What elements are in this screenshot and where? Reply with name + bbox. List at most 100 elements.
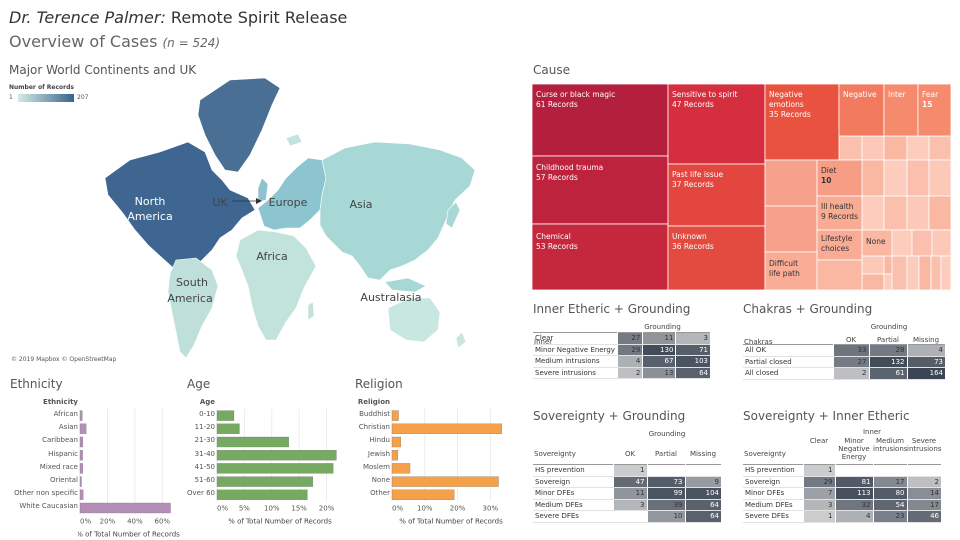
table-cell[interactable]: 4 <box>616 355 643 368</box>
australia-region[interactable] <box>387 297 441 343</box>
treemap-tile[interactable] <box>918 255 932 290</box>
north-america-region[interactable] <box>104 141 256 273</box>
table-cell[interactable]: 1 <box>612 464 647 477</box>
bar[interactable] <box>391 410 399 421</box>
table-cell[interactable]: 3 <box>675 332 710 345</box>
table-cell[interactable]: 1 <box>802 464 835 477</box>
table-cell[interactable]: 104 <box>684 487 721 500</box>
treemap-tile[interactable] <box>906 255 920 290</box>
bar[interactable] <box>79 423 87 434</box>
table-cell[interactable]: 17 <box>906 499 941 511</box>
tile-misc-c[interactable] <box>816 259 863 290</box>
tile-ill-health[interactable] <box>816 195 863 231</box>
bar[interactable] <box>216 476 314 487</box>
tile-negative-emotions[interactable] <box>764 84 840 161</box>
tile-none[interactable] <box>861 229 893 257</box>
bar[interactable] <box>79 436 84 448</box>
table-cell[interactable]: 2 <box>832 367 869 380</box>
bar[interactable] <box>216 410 235 421</box>
africa-region[interactable] <box>235 229 317 341</box>
table-cell[interactable]: 80 <box>872 487 907 500</box>
treemap-tile[interactable] <box>838 135 863 161</box>
table-cell[interactable]: 64 <box>684 499 721 511</box>
treemap-tile[interactable] <box>906 159 930 197</box>
table-cell[interactable]: 54 <box>872 499 907 511</box>
tile-inter[interactable] <box>883 84 919 137</box>
table-cell[interactable]: 130 <box>642 344 676 356</box>
table-cell[interactable]: 9 <box>684 476 721 488</box>
japan-region[interactable] <box>445 201 461 229</box>
table-cell[interactable]: 3 <box>612 499 647 511</box>
table-cell[interactable]: 2 <box>906 476 941 488</box>
table-cell[interactable]: 113 <box>834 487 873 500</box>
bar[interactable] <box>216 436 289 448</box>
bar[interactable] <box>79 502 171 514</box>
table-cell[interactable] <box>684 464 721 477</box>
tile-negative[interactable] <box>838 84 885 137</box>
table-cell[interactable]: 99 <box>646 487 685 500</box>
greenland-region[interactable] <box>197 77 281 173</box>
iceland-region[interactable] <box>285 133 303 147</box>
table-cell[interactable] <box>906 464 941 477</box>
table-cell[interactable]: 103 <box>675 355 710 368</box>
table-cell[interactable]: 73 <box>646 476 685 488</box>
table-cell[interactable]: 1 <box>802 510 835 523</box>
bar[interactable] <box>391 476 499 487</box>
table-cell[interactable]: 132 <box>868 356 907 368</box>
table-cell[interactable]: 47 <box>612 476 647 488</box>
bar[interactable] <box>79 410 83 421</box>
table-cell[interactable]: 67 <box>642 355 676 368</box>
madagascar-region[interactable] <box>307 301 315 321</box>
treemap-tile[interactable] <box>883 159 908 197</box>
treemap-tile[interactable] <box>861 195 885 231</box>
table-cell[interactable]: 39 <box>646 499 685 511</box>
table-cell[interactable]: 3 <box>802 499 835 511</box>
table-cell[interactable]: 28 <box>868 344 907 357</box>
asia-region[interactable] <box>319 141 476 281</box>
table-cell[interactable] <box>612 510 647 523</box>
table-cell[interactable]: 33 <box>832 344 869 357</box>
table-cell[interactable]: 29 <box>616 344 643 356</box>
table-cell[interactable]: 46 <box>906 510 941 523</box>
table-cell[interactable]: 73 <box>906 356 945 368</box>
treemap-tile[interactable] <box>861 135 885 161</box>
table-cell[interactable]: 27 <box>832 356 869 368</box>
table-cell[interactable]: 64 <box>684 510 721 523</box>
tile-sensitive[interactable] <box>667 84 766 165</box>
table-cell[interactable]: 71 <box>675 344 710 356</box>
treemap-tile[interactable] <box>861 255 885 275</box>
tile-lifestyle[interactable] <box>816 229 863 261</box>
bar[interactable] <box>391 450 399 461</box>
table-cell[interactable]: 61 <box>868 367 907 380</box>
table-cell[interactable]: 13 <box>642 367 676 379</box>
table-cell[interactable]: 27 <box>616 332 643 345</box>
table-cell[interactable]: 14 <box>906 487 941 500</box>
treemap-tile[interactable] <box>883 135 908 161</box>
table-cell[interactable]: 11 <box>642 332 676 345</box>
indonesia-region[interactable] <box>384 277 427 293</box>
table-cell[interactable]: 32 <box>834 499 873 511</box>
tile-difficult-life-path[interactable] <box>764 251 818 290</box>
treemap-tile[interactable] <box>891 229 913 257</box>
table-cell[interactable]: 4 <box>906 344 945 357</box>
treemap-tile[interactable] <box>906 195 930 231</box>
bar[interactable] <box>391 463 411 474</box>
treemap-tile[interactable] <box>928 135 951 161</box>
treemap-tile[interactable] <box>906 135 930 161</box>
table-cell[interactable]: 64 <box>675 367 710 379</box>
europe-region[interactable] <box>257 157 327 231</box>
table-cell[interactable] <box>834 464 873 477</box>
table-cell[interactable]: 17 <box>872 476 907 488</box>
treemap-tile[interactable] <box>931 229 951 257</box>
bar[interactable] <box>79 489 84 500</box>
treemap-tile[interactable] <box>861 273 885 290</box>
treemap-tile[interactable] <box>861 159 885 197</box>
treemap-tile[interactable] <box>940 255 951 290</box>
table-cell[interactable]: 29 <box>802 476 835 488</box>
table-cell[interactable] <box>646 464 685 477</box>
table-cell[interactable]: 81 <box>834 476 873 488</box>
bar[interactable] <box>216 463 334 474</box>
table-cell[interactable]: 4 <box>834 510 873 523</box>
bar[interactable] <box>216 450 337 461</box>
